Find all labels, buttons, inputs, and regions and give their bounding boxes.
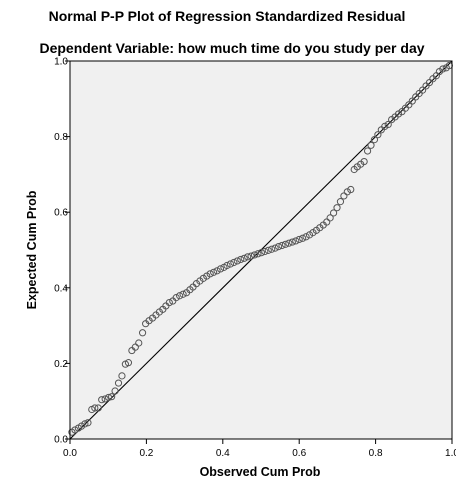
data-point	[278, 241, 286, 250]
data-point	[108, 393, 116, 401]
data-point	[244, 253, 252, 261]
chart-title: Normal P-P Plot of Regression Standardiz…	[49, 8, 406, 24]
x-tick-label: 0.0	[63, 448, 77, 459]
data-point	[333, 204, 341, 212]
data-point	[292, 237, 300, 245]
data-point	[370, 136, 379, 144]
data-point	[264, 246, 272, 254]
data-point	[71, 426, 79, 434]
data-points	[68, 61, 453, 436]
data-point	[247, 252, 255, 260]
y-tick-label: 0.6	[54, 208, 68, 219]
data-point	[295, 235, 303, 244]
data-point	[271, 244, 279, 252]
data-point	[336, 198, 345, 206]
data-point	[268, 245, 276, 253]
data-point	[91, 404, 99, 412]
data-point	[237, 255, 245, 264]
data-point	[223, 261, 231, 270]
x-tick-label: 0.2	[139, 448, 153, 459]
data-point	[254, 250, 262, 258]
plot-border	[69, 60, 453, 440]
data-point	[135, 339, 143, 347]
data-point	[367, 141, 375, 149]
data-point	[326, 214, 334, 222]
y-tick-label: 0.2	[54, 359, 68, 370]
x-tick-label: 0.6	[292, 448, 306, 459]
tick-labels: 0.0 0.2 0.4 0.6 0.8 1.0 0.0 0.2 0.4 0.6 0.8 1.0	[54, 57, 456, 460]
x-tick-label: 0.8	[369, 448, 383, 459]
data-point	[240, 254, 248, 262]
data-point	[216, 265, 225, 273]
data-point	[381, 122, 389, 130]
data-point	[165, 298, 173, 307]
data-point	[101, 395, 109, 403]
data-point	[257, 249, 265, 257]
data-point	[347, 185, 355, 194]
data-point	[363, 147, 372, 155]
data-point	[302, 233, 310, 241]
x-tick-label: 0.4	[216, 448, 230, 459]
y-tick-label: 0.0	[54, 435, 68, 446]
data-point	[285, 239, 293, 247]
axis-ticks	[65, 60, 453, 444]
y-axis-title: Expected Cum Prob	[25, 190, 39, 309]
data-point	[104, 393, 113, 402]
data-point	[274, 242, 283, 251]
data-point	[329, 209, 338, 217]
x-axis-title: Observed Cum Prob	[200, 465, 321, 479]
data-point	[374, 131, 382, 139]
data-point	[226, 260, 235, 268]
data-point	[172, 294, 180, 302]
data-point	[98, 396, 106, 404]
data-point	[176, 292, 184, 300]
data-point	[230, 258, 238, 267]
data-point	[111, 387, 119, 395]
data-point	[384, 120, 392, 129]
data-point	[299, 234, 307, 242]
data-point	[261, 247, 269, 256]
data-point	[250, 251, 259, 259]
data-point	[233, 257, 241, 265]
data-point	[84, 419, 92, 427]
x-tick-label: 1.0	[445, 448, 456, 459]
data-point	[288, 238, 296, 246]
data-point	[94, 404, 102, 412]
data-point	[114, 379, 123, 387]
data-point	[281, 240, 290, 248]
data-point	[118, 372, 126, 380]
data-point	[124, 359, 133, 367]
data-point	[206, 270, 214, 278]
data-point	[439, 65, 447, 73]
y-tick-label: 0.8	[54, 132, 68, 143]
chart-subtitle: Dependent Variable: how much time do you…	[39, 40, 424, 56]
data-point	[213, 267, 221, 275]
data-point	[179, 290, 187, 298]
data-point	[210, 268, 218, 276]
data-point	[81, 420, 89, 428]
y-tick-label: 0.4	[54, 283, 68, 294]
data-point	[138, 329, 147, 337]
y-tick-label: 1.0	[54, 57, 68, 68]
data-point	[360, 157, 368, 166]
